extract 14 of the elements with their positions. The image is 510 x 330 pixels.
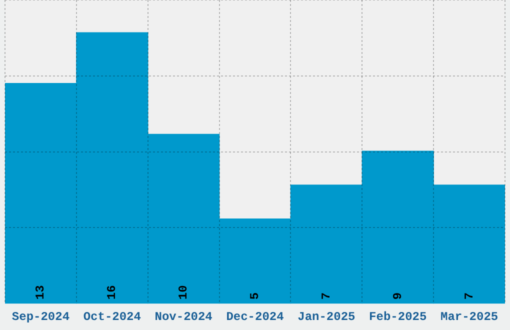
data-label: 7 — [462, 292, 476, 300]
data-label: 9 — [390, 292, 405, 300]
x-tick-label: Sep-2024 — [12, 310, 70, 324]
data-label: 10 — [176, 285, 191, 300]
data-label: 5 — [248, 292, 262, 300]
x-tick-label: Feb-2025 — [369, 310, 427, 324]
data-label: 7 — [319, 292, 334, 300]
x-tick-label: Mar-2025 — [440, 310, 498, 324]
x-tick-label: Nov-2024 — [154, 310, 212, 324]
data-label: 13 — [34, 285, 48, 300]
x-tick-label: Oct-2024 — [83, 310, 141, 324]
x-tick-label: Jan-2025 — [298, 310, 356, 324]
x-tick-label: Dec-2024 — [226, 310, 284, 324]
data-label: 16 — [105, 285, 120, 300]
